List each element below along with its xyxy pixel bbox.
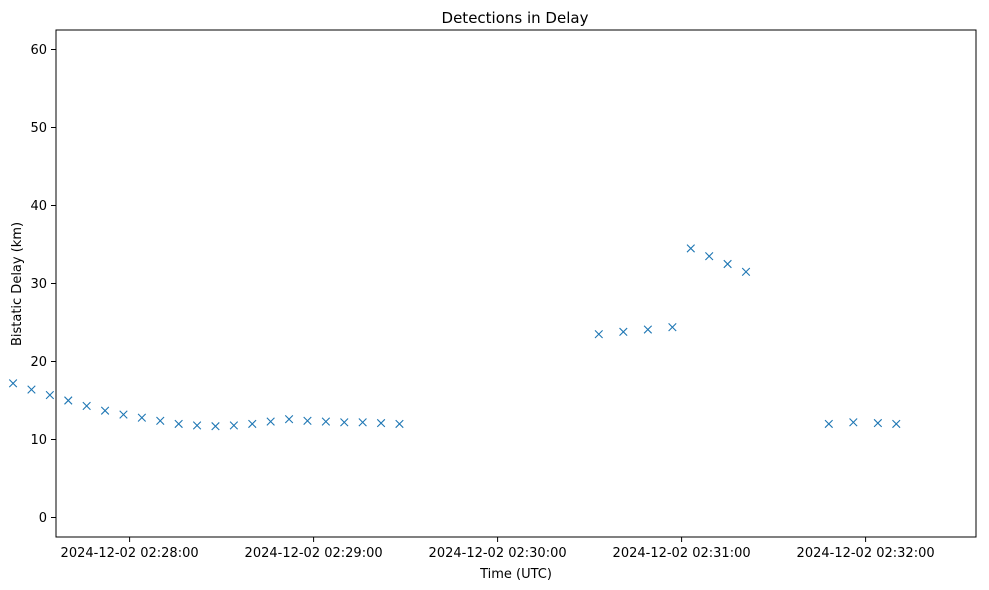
- data-point: [100, 406, 110, 415]
- data-point: [119, 410, 128, 419]
- data-point: [643, 325, 653, 334]
- data-point: [45, 390, 55, 400]
- data-point: [824, 419, 833, 429]
- data-points: [8, 244, 901, 431]
- y-axis: 0 10 20 30 40 50 60: [30, 43, 56, 526]
- data-point: [82, 401, 91, 411]
- data-point: [321, 417, 331, 426]
- y-tick-label: 60: [30, 43, 47, 58]
- x-axis: 2024-12-02 02:28:00 2024-12-02 02:29:00 20…: [61, 537, 935, 561]
- y-tick-label: 30: [30, 277, 47, 292]
- data-point: [395, 419, 404, 429]
- y-tick-label: 0: [39, 511, 47, 526]
- data-point: [873, 418, 883, 428]
- data-point: [358, 418, 367, 427]
- data-point: [8, 379, 18, 388]
- y-tick-label: 10: [30, 433, 47, 448]
- y-tick-label: 50: [30, 121, 47, 136]
- data-point: [211, 422, 220, 431]
- x-tick-label: 2024-12-02 02:29:00: [245, 546, 383, 561]
- data-point: [266, 417, 275, 426]
- data-point: [174, 419, 183, 429]
- data-point: [340, 418, 349, 427]
- data-point: [376, 418, 386, 428]
- data-point: [594, 330, 603, 339]
- data-point: [741, 267, 751, 276]
- y-tick-label: 20: [30, 355, 47, 370]
- y-tick-label: 40: [30, 199, 47, 214]
- data-point: [64, 396, 73, 405]
- data-point: [137, 413, 147, 422]
- x-tick-label: 2024-12-02 02:30:00: [429, 546, 567, 561]
- x-tick-label: 2024-12-02 02:28:00: [61, 546, 199, 561]
- data-point: [284, 415, 294, 424]
- x-axis-label: Time (UTC): [479, 567, 552, 582]
- data-point: [892, 419, 901, 429]
- data-point: [156, 416, 165, 425]
- data-point: [705, 252, 714, 261]
- x-tick-label: 2024-12-02 02:32:00: [797, 546, 935, 561]
- data-point: [229, 421, 239, 430]
- data-point: [668, 322, 677, 332]
- y-axis-label: Bistatic Delay (km): [10, 222, 25, 346]
- data-point: [248, 419, 257, 429]
- chart-title: Detections in Delay: [442, 9, 589, 27]
- data-point: [27, 385, 36, 394]
- data-point: [192, 421, 202, 430]
- data-point: [849, 418, 858, 427]
- data-point: [619, 327, 628, 337]
- data-point: [303, 416, 312, 425]
- data-point: [723, 259, 732, 269]
- x-tick-label: 2024-12-02 02:31:00: [613, 546, 751, 561]
- data-point: [686, 244, 695, 253]
